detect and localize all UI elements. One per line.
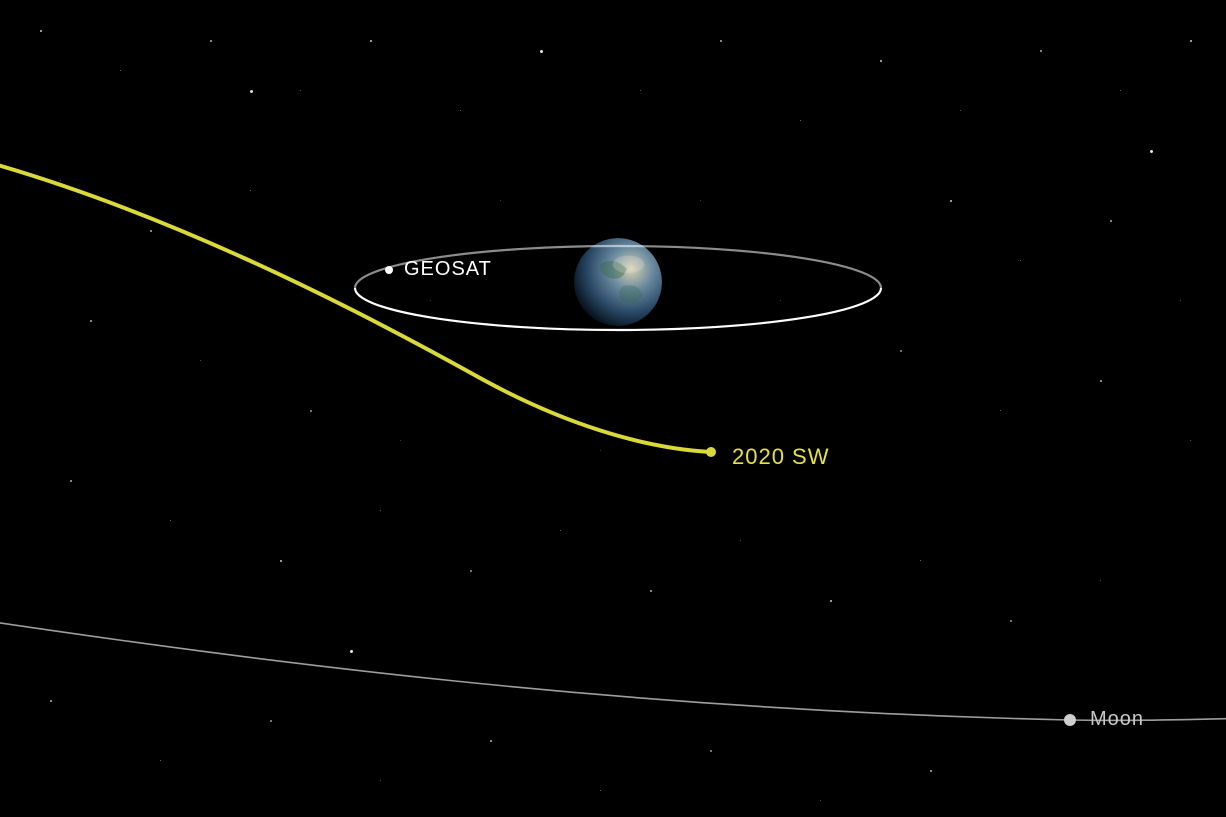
star-icon bbox=[250, 90, 253, 93]
star-icon bbox=[900, 350, 902, 352]
star-icon bbox=[370, 40, 372, 42]
star-icon bbox=[880, 60, 882, 62]
star-icon bbox=[740, 540, 741, 541]
star-icon bbox=[1150, 150, 1153, 153]
star-icon bbox=[1180, 300, 1181, 301]
star-icon bbox=[700, 200, 701, 201]
star-icon bbox=[540, 50, 543, 53]
star-icon bbox=[380, 780, 381, 781]
star-icon bbox=[1190, 440, 1191, 441]
star-icon bbox=[920, 560, 921, 561]
moon-marker-icon bbox=[1064, 714, 1076, 726]
star-icon bbox=[40, 30, 42, 32]
star-icon bbox=[490, 740, 492, 742]
star-icon bbox=[280, 560, 282, 562]
star-icon bbox=[200, 360, 201, 361]
star-icon bbox=[310, 410, 312, 412]
star-icon bbox=[1020, 260, 1021, 261]
star-icon bbox=[1120, 90, 1121, 91]
star-icon bbox=[50, 700, 52, 702]
star-icon bbox=[710, 750, 712, 752]
star-icon bbox=[170, 520, 171, 521]
star-icon bbox=[1100, 580, 1101, 581]
star-icon bbox=[1010, 620, 1012, 622]
star-icon bbox=[270, 720, 272, 722]
orbital-diagram: GEOSAT 2020 SW Moon bbox=[0, 0, 1226, 817]
star-icon bbox=[160, 760, 161, 761]
star-icon bbox=[400, 440, 401, 441]
star-icon bbox=[800, 120, 801, 121]
moon-orbit-path bbox=[0, 620, 1226, 720]
star-icon bbox=[1190, 40, 1192, 42]
star-icon bbox=[830, 600, 832, 602]
star-icon bbox=[300, 90, 301, 91]
star-icon bbox=[820, 800, 821, 801]
star-icon bbox=[1000, 410, 1001, 411]
star-icon bbox=[960, 110, 961, 111]
star-icon bbox=[1100, 380, 1102, 382]
star-icon bbox=[640, 90, 641, 91]
star-icon bbox=[210, 40, 212, 42]
star-icon bbox=[350, 650, 353, 653]
star-icon bbox=[250, 190, 251, 191]
star-icon bbox=[780, 300, 781, 301]
geosat-marker-icon bbox=[385, 266, 393, 274]
geosat-label: GEOSAT bbox=[404, 258, 492, 281]
star-icon bbox=[90, 320, 92, 322]
star-icon bbox=[600, 790, 601, 791]
earth-icon bbox=[574, 238, 662, 326]
star-icon bbox=[460, 110, 461, 111]
star-icon bbox=[60, 180, 61, 181]
star-icon bbox=[720, 40, 722, 42]
star-icon bbox=[600, 450, 601, 451]
star-icon bbox=[150, 230, 152, 232]
star-icon bbox=[650, 590, 652, 592]
star-icon bbox=[560, 530, 561, 531]
star-icon bbox=[950, 200, 952, 202]
star-icon bbox=[120, 70, 121, 71]
star-icon bbox=[430, 300, 431, 301]
star-icon bbox=[500, 200, 501, 201]
asteroid-label: 2020 SW bbox=[732, 444, 830, 470]
star-icon bbox=[470, 570, 472, 572]
star-icon bbox=[70, 480, 72, 482]
star-icon bbox=[380, 510, 381, 511]
asteroid-marker-icon bbox=[706, 447, 716, 457]
star-icon bbox=[930, 770, 932, 772]
star-icon bbox=[1110, 220, 1112, 222]
star-icon bbox=[1040, 50, 1042, 52]
orbit-overlay bbox=[0, 0, 1226, 817]
moon-label: Moon bbox=[1090, 708, 1144, 731]
